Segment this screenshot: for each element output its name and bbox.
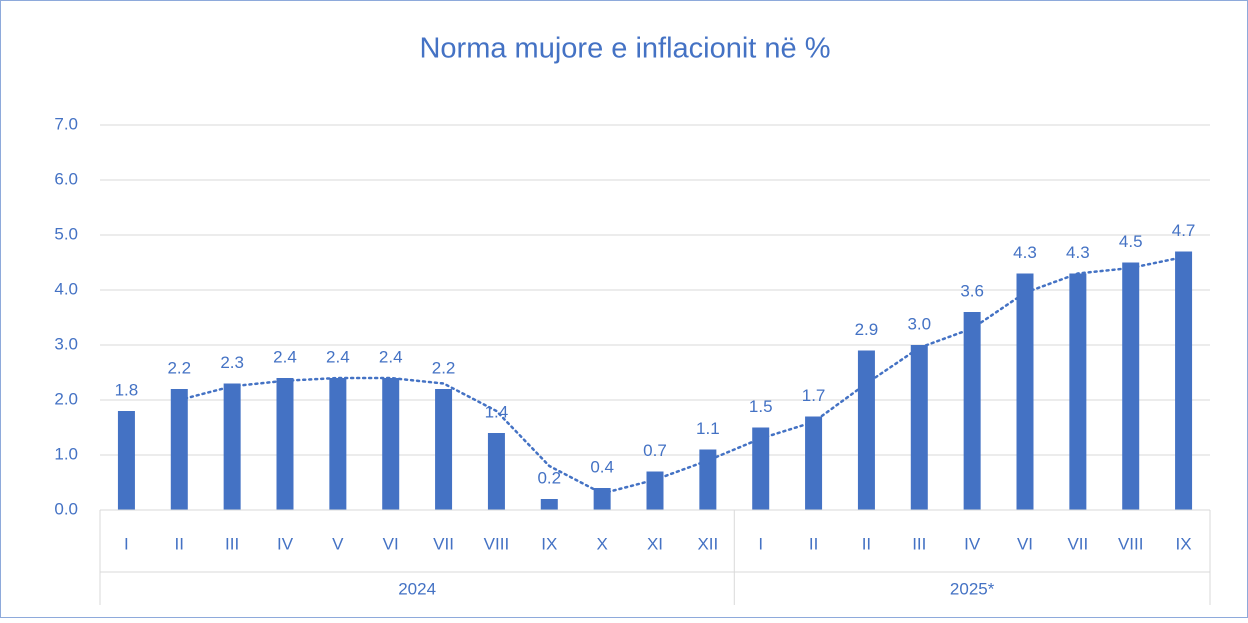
bar: [435, 389, 453, 510]
y-tick-label: 3.0: [54, 334, 78, 353]
bar: [1175, 251, 1193, 510]
x-tick-label: V: [332, 534, 344, 553]
bar: [1069, 273, 1087, 510]
value-label: 2.3: [220, 353, 244, 372]
x-tick-label: I: [758, 534, 763, 553]
value-label: 1.7: [802, 386, 826, 405]
x-tick-label: VIII: [484, 534, 510, 553]
x-tick-label: X: [596, 534, 607, 553]
bar: [487, 433, 505, 510]
value-label: 4.7: [1172, 221, 1196, 240]
x-tick-label: VII: [1067, 534, 1088, 553]
bar: [1122, 262, 1140, 510]
y-tick-label: 4.0: [54, 279, 78, 298]
bar: [382, 378, 400, 510]
value-label: 0.4: [590, 457, 614, 476]
y-tick-label: 1.0: [54, 444, 78, 463]
y-tick-label: 6.0: [54, 169, 78, 188]
x-tick-label: IV: [964, 534, 981, 553]
group-label: 2025*: [950, 579, 995, 598]
value-label: 2.2: [167, 358, 191, 377]
y-tick-label: 7.0: [54, 114, 78, 133]
bar: [117, 411, 135, 510]
x-tick-label: II: [862, 534, 871, 553]
bar: [752, 427, 770, 510]
bar: [699, 449, 717, 510]
bar: [910, 345, 928, 510]
bar: [963, 312, 981, 510]
value-label: 0.2: [537, 468, 561, 487]
x-tick-label: IV: [277, 534, 294, 553]
bar: [540, 499, 558, 510]
x-tick-label: XI: [647, 534, 663, 553]
value-label: 2.4: [379, 347, 403, 366]
x-tick-label: XII: [697, 534, 718, 553]
x-tick-label: VIII: [1118, 534, 1144, 553]
bar: [805, 416, 823, 510]
x-tick-label: VII: [433, 534, 454, 553]
x-tick-label: II: [809, 534, 818, 553]
bar: [276, 378, 294, 510]
chart-title: Norma mujore e inflacionit në %: [419, 33, 830, 65]
bar: [329, 378, 347, 510]
x-tick-label: IX: [1176, 534, 1192, 553]
group-label: 2024: [398, 579, 436, 598]
x-tick-label: I: [124, 534, 129, 553]
value-label: 1.8: [115, 380, 139, 399]
value-label: 4.3: [1013, 243, 1037, 262]
value-label: 4.5: [1119, 232, 1143, 251]
bar: [593, 488, 611, 510]
x-tick-label: IX: [541, 534, 557, 553]
bar: [223, 383, 241, 510]
x-tick-label: VI: [1017, 534, 1033, 553]
value-label: 1.5: [749, 397, 773, 416]
bar: [1016, 273, 1034, 510]
x-tick-label: III: [225, 534, 239, 553]
value-label: 3.0: [907, 314, 931, 333]
trendline: [178, 255, 1185, 495]
x-tick-label: III: [912, 534, 926, 553]
value-label: 2.4: [326, 347, 350, 366]
value-label: 2.4: [273, 347, 297, 366]
x-tick-label: VI: [383, 534, 399, 553]
value-label: 0.7: [643, 441, 667, 460]
bar: [170, 389, 188, 510]
value-label: 4.3: [1066, 243, 1090, 262]
y-tick-label: 5.0: [54, 224, 78, 243]
x-tick-label: II: [175, 534, 184, 553]
value-label: 2.9: [855, 320, 879, 339]
y-tick-label: 0.0: [54, 499, 78, 518]
value-label: 3.6: [960, 281, 984, 300]
bar: [857, 350, 875, 510]
value-label: 1.1: [696, 419, 720, 438]
y-tick-label: 2.0: [54, 389, 78, 408]
value-label: 2.2: [432, 358, 456, 377]
